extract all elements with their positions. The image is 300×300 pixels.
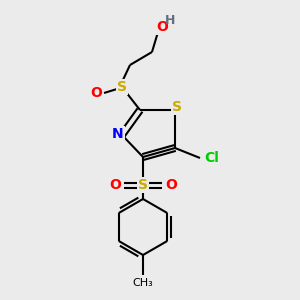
Text: O: O [109,178,121,192]
Text: Cl: Cl [205,151,219,165]
Text: O: O [156,20,168,34]
Text: CH₃: CH₃ [133,278,153,288]
Text: N: N [112,127,124,141]
Text: S: S [172,100,182,114]
Text: H: H [165,14,175,28]
Text: S: S [138,178,148,192]
Text: O: O [165,178,177,192]
Text: O: O [90,86,102,100]
Text: S: S [117,80,127,94]
